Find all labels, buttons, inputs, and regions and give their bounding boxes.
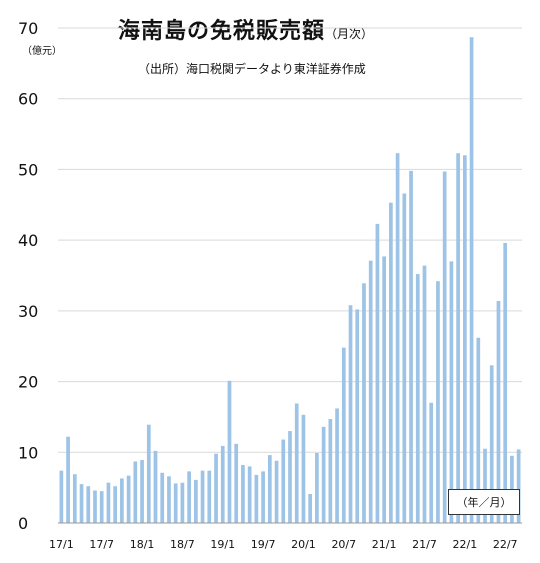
bar bbox=[126, 475, 131, 523]
bar bbox=[247, 466, 252, 523]
bar bbox=[207, 470, 212, 523]
x-tick-label: 17/7 bbox=[89, 538, 114, 551]
bar bbox=[328, 419, 333, 523]
bar bbox=[516, 449, 521, 523]
y-tick-label: 10 bbox=[18, 443, 38, 462]
y-axis-unit: （億元） bbox=[22, 46, 62, 57]
bar bbox=[254, 474, 259, 523]
y-tick-label: 60 bbox=[18, 90, 38, 109]
bar bbox=[422, 265, 427, 523]
bar bbox=[241, 465, 245, 523]
bar bbox=[308, 494, 313, 523]
bar bbox=[321, 426, 326, 523]
x-tick-label: 18/1 bbox=[130, 538, 155, 551]
bar bbox=[261, 471, 265, 523]
bar bbox=[99, 491, 104, 523]
bar bbox=[146, 424, 151, 523]
bar bbox=[348, 305, 353, 523]
bar bbox=[294, 403, 299, 523]
bar bbox=[436, 281, 440, 523]
x-tick-label: 22/7 bbox=[493, 538, 518, 551]
bar bbox=[173, 483, 178, 523]
x-tick-label: 17/1 bbox=[49, 538, 74, 551]
bar bbox=[355, 309, 360, 523]
bar bbox=[234, 443, 239, 523]
x-tick-label: 21/7 bbox=[412, 538, 437, 551]
bar bbox=[187, 471, 191, 523]
bar bbox=[429, 402, 434, 523]
y-tick-label: 30 bbox=[18, 302, 38, 321]
x-axis-unit: （年／月） bbox=[448, 489, 520, 515]
x-tick-label: 19/1 bbox=[210, 538, 235, 551]
bar bbox=[59, 470, 64, 523]
bar bbox=[153, 450, 158, 523]
bar bbox=[362, 283, 366, 523]
x-tick-label: 21/1 bbox=[372, 538, 397, 551]
bar bbox=[341, 347, 346, 523]
bar bbox=[274, 460, 279, 523]
bar bbox=[456, 153, 460, 523]
bar bbox=[281, 439, 286, 523]
bar bbox=[335, 408, 339, 523]
x-tick-label: 18/7 bbox=[170, 538, 195, 551]
bar bbox=[79, 484, 84, 523]
bar bbox=[86, 486, 91, 523]
bar bbox=[442, 171, 447, 524]
bar bbox=[389, 202, 393, 523]
bar bbox=[106, 482, 111, 523]
axes: 0 10 20 30 40 50 60 70 17/1 17/7 18/1 18/7 19/1 19/7 2… bbox=[18, 19, 522, 551]
chart-title-main: 海南島の免税販売額 bbox=[118, 19, 326, 44]
bar bbox=[462, 155, 467, 524]
y-tick-label: 70 bbox=[18, 19, 38, 38]
bar bbox=[382, 256, 386, 523]
bar bbox=[476, 337, 481, 523]
bar bbox=[120, 478, 124, 523]
bar bbox=[483, 448, 487, 523]
x-tick-label: 19/7 bbox=[251, 538, 276, 551]
bar bbox=[415, 274, 420, 523]
bar bbox=[409, 170, 413, 524]
bar bbox=[194, 479, 198, 523]
bar bbox=[140, 460, 144, 523]
bar bbox=[375, 223, 380, 523]
bar bbox=[267, 455, 272, 523]
bar bbox=[449, 261, 454, 523]
bar bbox=[93, 490, 97, 523]
chart-source-note: （出所）海口税関データより東洋証券作成 bbox=[138, 62, 366, 76]
bar bbox=[489, 365, 494, 523]
bar bbox=[496, 300, 501, 523]
bar bbox=[220, 445, 225, 523]
bar bbox=[301, 414, 306, 523]
bar bbox=[160, 472, 165, 523]
x-tick-label: 20/7 bbox=[331, 538, 356, 551]
x-tick-label: 20/1 bbox=[291, 538, 316, 551]
bar bbox=[72, 474, 77, 523]
bar bbox=[167, 476, 171, 523]
y-tick-label: 0 bbox=[18, 514, 28, 533]
bar bbox=[315, 452, 319, 523]
bar bbox=[227, 380, 232, 523]
bar bbox=[113, 486, 118, 523]
chart-title-suffix: （月次） bbox=[325, 27, 374, 41]
y-tick-label: 20 bbox=[18, 373, 38, 392]
y-tick-label: 50 bbox=[18, 160, 38, 179]
bar bbox=[214, 453, 218, 523]
bar bbox=[133, 461, 138, 523]
bar bbox=[469, 37, 474, 523]
bar bbox=[180, 482, 185, 523]
bar bbox=[66, 436, 70, 523]
bar bbox=[503, 242, 508, 523]
bar bbox=[288, 431, 292, 523]
y-tick-label: 40 bbox=[18, 231, 38, 250]
bar bbox=[395, 153, 400, 523]
bar bbox=[200, 470, 205, 523]
bar bbox=[402, 193, 407, 523]
chart-title: 海南島の免税販売額（月次） bbox=[118, 13, 373, 45]
bars bbox=[59, 37, 521, 524]
bar bbox=[368, 260, 373, 523]
x-tick-label: 22/1 bbox=[452, 538, 477, 551]
